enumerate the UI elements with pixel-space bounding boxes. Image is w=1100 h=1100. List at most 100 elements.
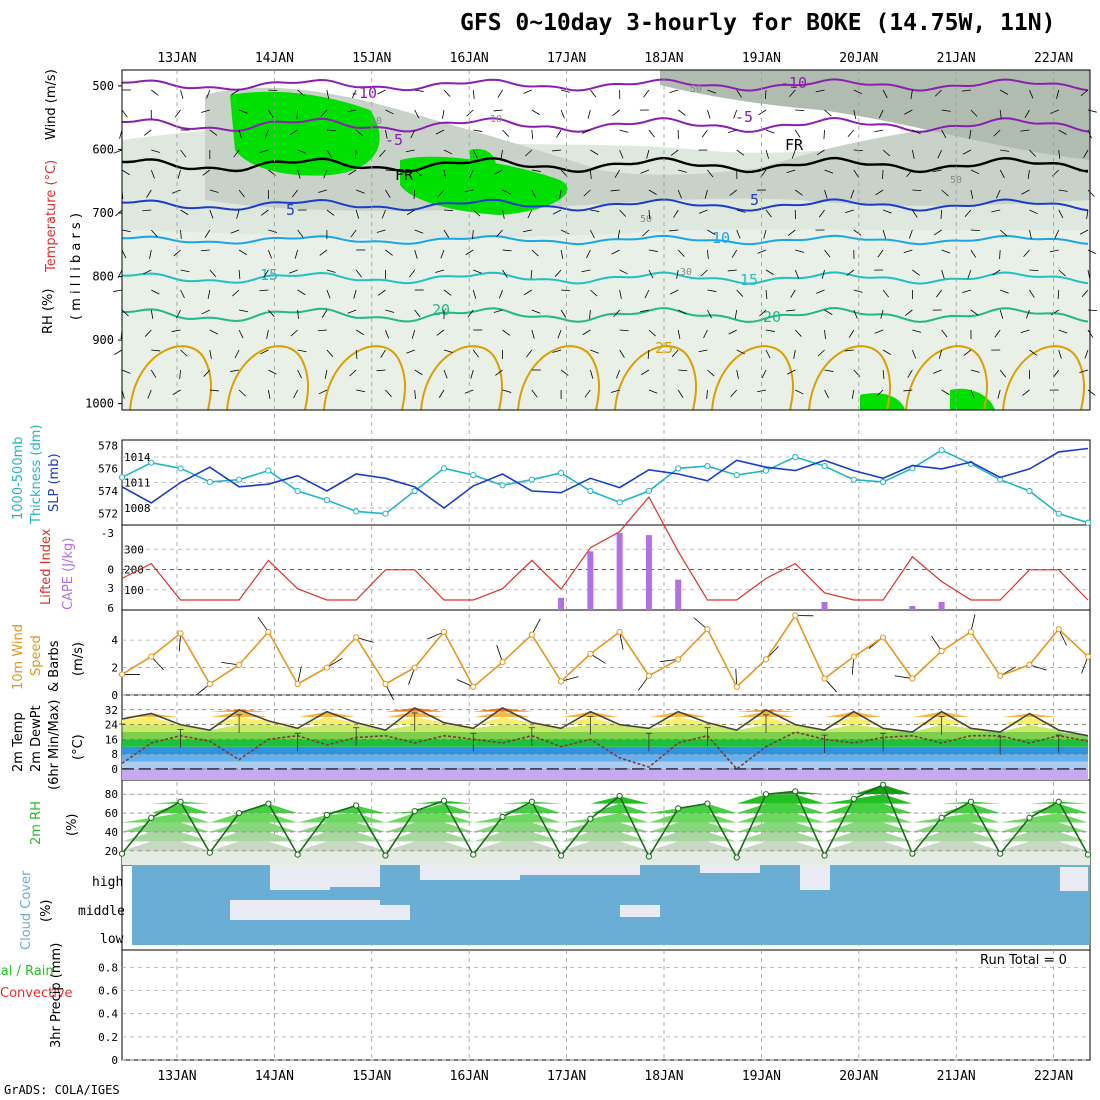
upper-wind-barb <box>1079 169 1089 172</box>
wind-speed-point <box>294 680 301 688</box>
upper-wind-barb <box>268 369 277 375</box>
upper-wind-barb <box>236 209 240 219</box>
upper-wind-barb <box>1023 249 1030 258</box>
thickness-point <box>323 496 331 504</box>
upper-wind-barb <box>351 89 357 99</box>
upper-wind-barb <box>877 249 884 258</box>
wind-speed-point <box>675 656 682 663</box>
upper-wind-barb <box>619 329 629 332</box>
date-label-top: 18JAN <box>644 51 683 66</box>
upper-wind-barb <box>1029 209 1038 215</box>
upper-wind-barb <box>264 129 269 139</box>
upper-wind-barb <box>758 109 767 116</box>
upper-wind-barb <box>589 369 594 379</box>
upper-wind-barb <box>669 229 679 232</box>
upper-wind-barb <box>150 169 155 179</box>
upper-wind-barb <box>209 129 218 136</box>
thick-tick: 574 <box>98 485 118 498</box>
upper-wind-barb <box>816 149 825 156</box>
upper-wind-barb <box>348 169 357 176</box>
thickness-point <box>587 487 594 495</box>
upper-wind-barb <box>203 369 211 377</box>
cloud-gap <box>380 905 410 920</box>
upper-wind-barb <box>324 369 328 379</box>
upper-wind-barb <box>700 269 708 277</box>
upper-wind-barb <box>589 309 591 320</box>
upper-wind-barb <box>259 289 269 292</box>
upper-wind-barb <box>291 189 298 198</box>
rh2m-point <box>177 798 184 805</box>
upper-wind-barb <box>765 349 771 359</box>
upper-wind-barb <box>614 169 620 178</box>
isotherm-25 <box>420 345 503 411</box>
upper-wind-barb <box>408 269 416 278</box>
upper-wind-barb <box>619 149 624 159</box>
upper-wind-barb <box>846 269 855 276</box>
upper-wind-barb <box>795 389 804 395</box>
upper-wind-barb <box>1058 129 1067 135</box>
li-tick: 6 <box>107 602 114 615</box>
temp-band-9 <box>122 707 1088 712</box>
upper-wind-barb <box>1000 289 1009 294</box>
upper-wind-barb <box>209 269 217 277</box>
isotherm-15 <box>122 271 1089 285</box>
upper-wind-barb <box>502 209 505 219</box>
upper-wind-barb <box>853 229 862 236</box>
upper-wind-barb <box>385 329 390 339</box>
upper-wind-barb <box>590 229 595 239</box>
upper-wind-barb <box>1058 349 1062 359</box>
upper-wind-barb <box>531 329 535 339</box>
rh-contour-label: 30 <box>370 116 382 127</box>
upper-wind-barb <box>967 269 972 279</box>
upper-ylabel-pres: ( m i l l i b a r s ) <box>69 213 84 320</box>
upper-wind-barb <box>410 129 416 139</box>
upper-wind-barb <box>847 129 855 138</box>
upper-wind-barb <box>260 209 269 216</box>
wind-speed-point <box>440 628 448 636</box>
rh-tick: 80 <box>105 788 118 801</box>
upper-wind-barb <box>202 169 211 176</box>
upper-wind-barb <box>321 309 328 318</box>
upper-wind-barb <box>238 329 244 339</box>
upper-wind-barb <box>1020 329 1030 334</box>
upper-wind-barb <box>616 369 621 379</box>
rh-contour-label: 50 <box>950 175 962 186</box>
upper-wind-barb <box>765 289 768 299</box>
date-label-top: 22JAN <box>1034 51 1073 66</box>
upper-wind-barb <box>473 129 483 132</box>
upper-wind-barb <box>729 189 737 196</box>
upper-wind-barb <box>707 309 712 319</box>
upper-ylabel-temp: Temperature (°C) <box>44 160 59 273</box>
cape-bar <box>645 535 652 610</box>
date-label-bottom: 16JAN <box>450 1069 489 1084</box>
precip-tick: 0.2 <box>98 1031 118 1044</box>
panel-frame-precip <box>121 949 1091 1061</box>
thickness-point <box>792 453 799 461</box>
thickness-point <box>470 472 477 479</box>
upper-wind-barb <box>851 389 855 399</box>
upper-wind-barb <box>413 189 416 200</box>
upper-wind-barb <box>179 369 181 379</box>
upper-wind-barb <box>234 349 240 359</box>
upper-wind-barb <box>560 309 567 318</box>
wind-speed-point <box>177 630 184 637</box>
upper-wind-barb <box>174 109 181 118</box>
upper-wind-barb <box>443 349 453 353</box>
upper-wind-barb <box>180 149 187 158</box>
upper-wind-barb <box>904 109 913 115</box>
upper-wind-barb <box>1029 229 1032 239</box>
upper-wind-barb <box>552 149 562 152</box>
isotherm-label: 20 <box>763 308 781 326</box>
upper-wind-barb <box>151 349 161 352</box>
rh-patch-5 <box>950 388 995 410</box>
thickness-point <box>148 459 155 466</box>
wind-speed-point <box>235 661 243 668</box>
upper-wind-barb <box>353 289 357 299</box>
upper-wind-barb <box>1057 289 1060 300</box>
upper-wind-barb <box>707 109 711 119</box>
upper-wind-barb <box>296 109 299 120</box>
temp-ylabel1: 2m Temp <box>11 712 26 772</box>
upper-wind-barb <box>844 349 854 352</box>
upper-wind-barb <box>180 209 189 216</box>
wind-speed-point <box>792 612 799 619</box>
